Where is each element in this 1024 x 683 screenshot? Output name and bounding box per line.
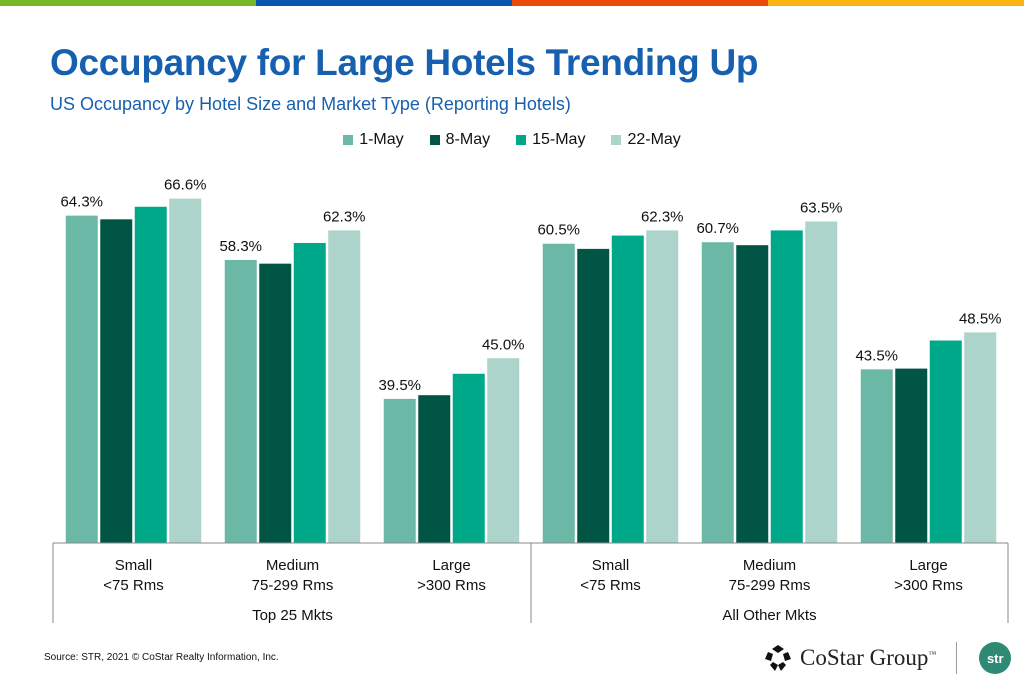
legend-label: 8-May	[445, 131, 491, 148]
group-label: Top 25 Mkts	[252, 607, 333, 624]
category-label: Large	[432, 557, 470, 574]
group-label: All Other Mkts	[722, 607, 816, 624]
category-label: Medium	[266, 557, 319, 574]
data-label: 60.5%	[537, 222, 580, 239]
bar-1-May	[383, 398, 416, 543]
data-label: 60.7%	[696, 220, 739, 237]
data-label: 39.5%	[378, 377, 421, 394]
data-label: 66.6%	[164, 177, 207, 194]
category-label: Small	[115, 557, 153, 574]
brand-strip-blue	[256, 0, 512, 6]
bar-8-May	[100, 219, 133, 543]
data-label: 62.3%	[641, 208, 684, 225]
bar-8-May	[418, 395, 451, 543]
bar-15-May	[770, 230, 803, 543]
bar-15-May	[929, 340, 962, 543]
data-label: 48.5%	[959, 310, 1002, 327]
bar-8-May	[259, 263, 292, 543]
brand-strip-green	[0, 0, 256, 6]
data-label: 64.3%	[60, 194, 103, 211]
bar-15-May	[452, 373, 485, 543]
bar-1-May	[65, 215, 98, 544]
category-label: Small	[592, 557, 630, 574]
brand-strip-orange	[512, 0, 768, 6]
data-label: 58.3%	[219, 238, 262, 255]
legend-swatch	[611, 135, 622, 145]
bar-1-May	[860, 369, 893, 543]
bar-22-May	[964, 332, 997, 543]
category-label: >300 Rms	[417, 577, 486, 594]
bar-15-May	[293, 242, 326, 543]
bar-8-May	[577, 248, 610, 544]
str-logo: str	[979, 642, 1012, 674]
legend-label: 15-May	[532, 131, 586, 148]
brand-strip-yellow	[768, 0, 1024, 6]
chart-title: Occupancy for Large Hotels Trending Up	[50, 42, 759, 83]
bar-15-May	[611, 235, 644, 544]
chart-subtitle: US Occupancy by Hotel Size and Market Ty…	[50, 94, 571, 114]
legend-item: 1-May	[343, 131, 404, 149]
bar-1-May	[542, 243, 575, 543]
logo-divider	[956, 642, 958, 674]
bar-22-May	[646, 230, 679, 543]
logos: CoStar Group™ str	[764, 642, 1012, 674]
legend-swatch	[429, 135, 440, 145]
legend-label: 1-May	[359, 131, 404, 148]
data-label: 45.0%	[482, 336, 525, 353]
costar-logo-text: CoStar Group™	[800, 645, 937, 670]
legend-item: 22-May	[611, 131, 681, 149]
legend-swatch	[516, 135, 527, 145]
data-label: 63.5%	[800, 200, 843, 217]
data-label: 62.3%	[323, 208, 366, 225]
category-label: <75 Rms	[580, 577, 640, 594]
bar-22-May	[328, 230, 361, 543]
bar-15-May	[134, 206, 167, 543]
bar-1-May	[224, 259, 257, 543]
category-label: Medium	[743, 557, 796, 574]
legend-swatch	[343, 135, 354, 145]
costar-star-icon	[765, 645, 791, 671]
bar-8-May	[895, 368, 928, 543]
legend-item: 8-May	[429, 131, 491, 149]
bar-1-May	[701, 242, 734, 544]
category-label: 75-299 Rms	[729, 577, 811, 594]
bar-22-May	[487, 358, 520, 543]
category-label: >300 Rms	[894, 577, 963, 594]
category-label: 75-299 Rms	[252, 577, 334, 594]
legend: 1-May 8-May 15-May 22-May	[0, 131, 1024, 149]
legend-label: 22-May	[627, 131, 681, 148]
bar-22-May	[805, 221, 838, 543]
legend-item: 15-May	[516, 131, 585, 149]
bar-22-May	[169, 198, 202, 543]
bar-8-May	[736, 245, 769, 544]
category-label: <75 Rms	[103, 577, 163, 594]
data-label: 43.5%	[855, 347, 898, 364]
category-label: Large	[909, 557, 947, 574]
source-note: Source: STR, 2021 © CoStar Realty Inform…	[44, 652, 279, 663]
